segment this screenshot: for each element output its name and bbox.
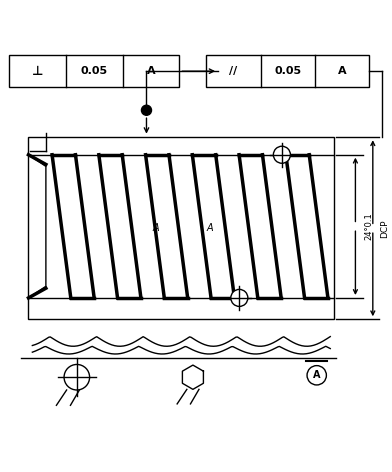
Text: DCP: DCP: [380, 219, 389, 237]
Text: A: A: [147, 66, 155, 76]
Circle shape: [307, 366, 327, 385]
Bar: [207, 55, 369, 87]
Bar: [9, 55, 180, 87]
Text: //: //: [229, 66, 238, 76]
Bar: [29, 137, 334, 319]
Text: 24°0.1: 24°0.1: [364, 212, 373, 240]
Circle shape: [64, 364, 90, 390]
Circle shape: [231, 289, 248, 306]
Text: 0.05: 0.05: [274, 66, 301, 76]
Circle shape: [142, 105, 152, 115]
Text: A: A: [153, 223, 160, 233]
Text: 0.05: 0.05: [81, 66, 108, 76]
Text: A: A: [338, 66, 346, 76]
Text: A: A: [313, 371, 321, 380]
Text: A: A: [207, 223, 214, 233]
Circle shape: [273, 146, 290, 163]
Text: ⊥: ⊥: [32, 65, 43, 78]
